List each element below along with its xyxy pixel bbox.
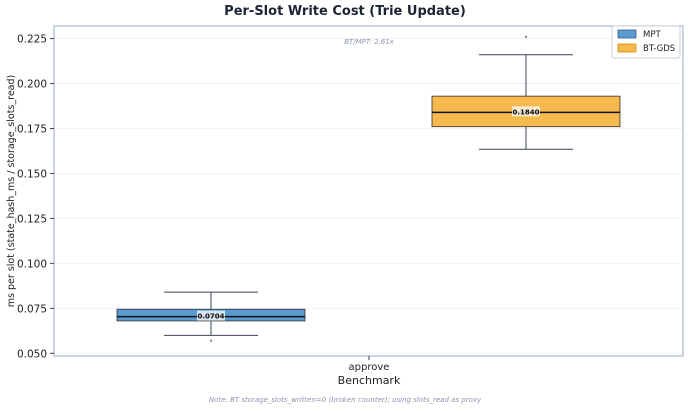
median-label: 0.0704: [197, 313, 224, 321]
ratio-annotation: BT/MPT: 2.61x: [344, 38, 395, 46]
x-tick-approve: approve: [349, 362, 390, 373]
y-tick-label: 0.150: [17, 168, 47, 180]
legend-label-btgds: BT-GDS: [643, 44, 675, 54]
legend-label-mpt: MPT: [643, 30, 661, 40]
y-tick-label: 0.125: [17, 213, 47, 225]
plot-frame: [53, 25, 684, 357]
chart-title: Per-Slot Write Cost (Trie Update): [224, 4, 466, 19]
y-axis-ticks: 0.050 0.075 0.100 0.125 0.150 0.175 0.200 0.225: [17, 34, 54, 360]
y-tick-label: 0.050: [17, 348, 47, 360]
y-tick-label: 0.175: [17, 124, 47, 136]
box-bt-gds: 0.1840: [431, 35, 621, 150]
box-plots: 0.0704 0.1840: [116, 35, 621, 342]
y-tick-label: 0.200: [17, 79, 47, 91]
legend-swatch-mpt: [617, 29, 637, 39]
y-tick-label: 0.075: [17, 303, 47, 315]
legend-swatch-btgds: [617, 43, 637, 53]
y-tick-label: 0.100: [17, 258, 47, 270]
grid-lines: [54, 38, 683, 354]
x-axis-label: Benchmark: [338, 374, 401, 387]
y-axis-label: ms per slot (state_hash_ms / storage_slo…: [6, 75, 17, 307]
box-mpt: 0.0704: [116, 291, 306, 342]
y-tick-label: 0.225: [17, 34, 47, 46]
footnote: Note: BT storage_slots_written=0 (broken…: [208, 396, 482, 404]
median-label: 0.1840: [512, 108, 539, 116]
legend: MPT BT-GDS: [611, 25, 681, 59]
